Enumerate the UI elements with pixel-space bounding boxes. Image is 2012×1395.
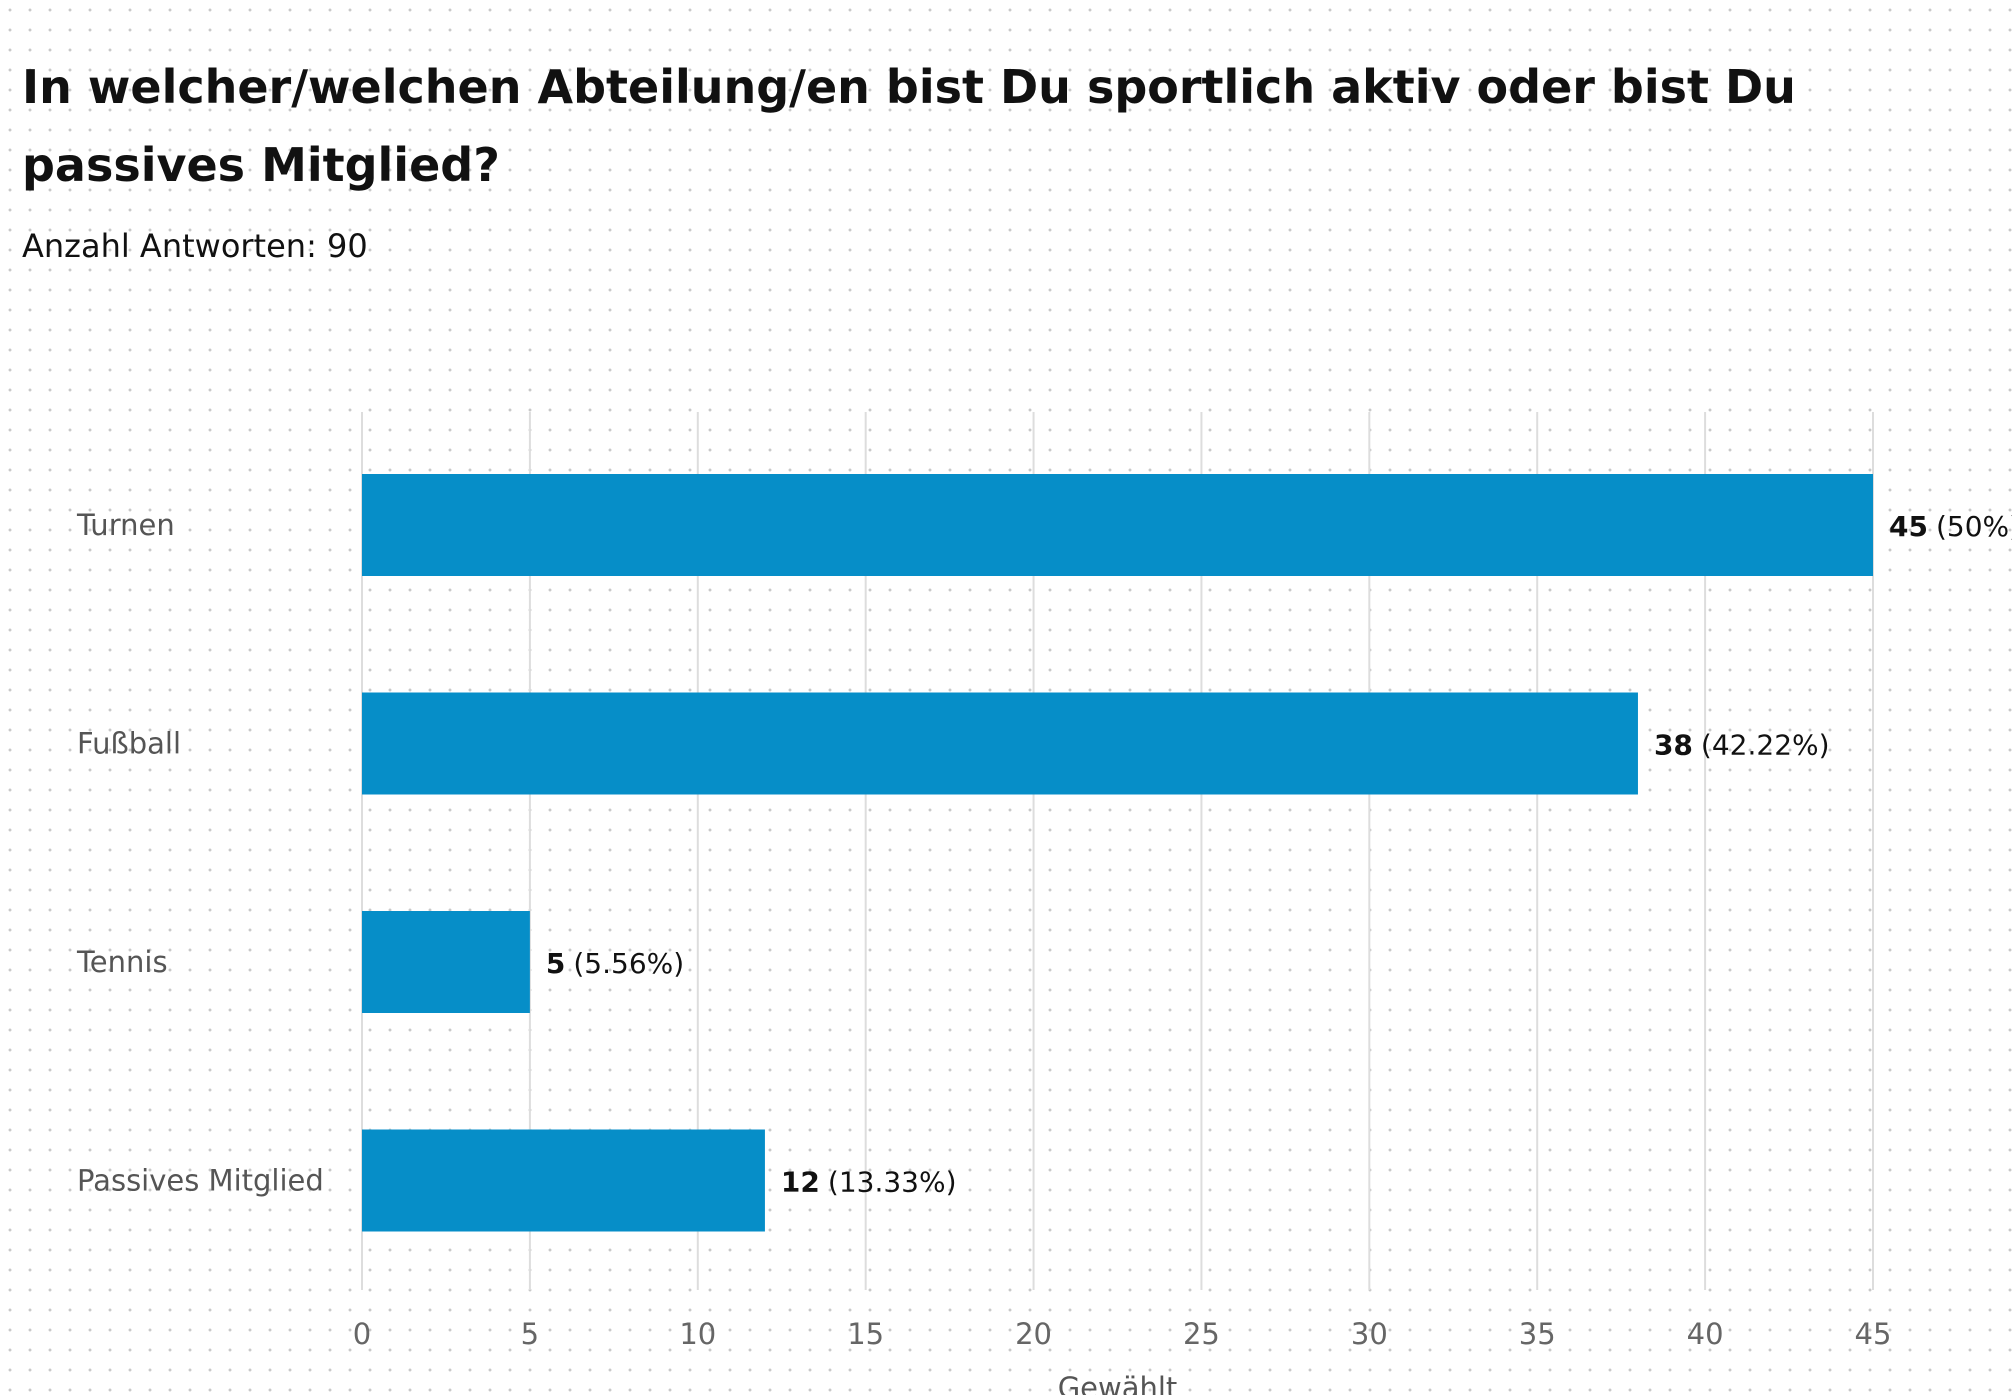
bar-tennis: [362, 911, 530, 1013]
bar-fu-ball: [362, 692, 1638, 795]
category-label: Passives Mitglied: [77, 1164, 324, 1198]
x-tick-label: 5: [521, 1317, 539, 1351]
data-label: 12 (13.33%): [781, 1166, 957, 1199]
x-axis-title: Gewählt: [1058, 1371, 1178, 1395]
x-tick-label: 25: [1183, 1317, 1220, 1351]
data-label-count: 38: [1654, 729, 1693, 762]
data-label-count: 5: [546, 947, 565, 980]
x-tick-label: 35: [1519, 1317, 1556, 1351]
x-tick-label: 20: [1015, 1317, 1052, 1351]
x-tick-label: 15: [847, 1317, 884, 1351]
x-tick-label: 0: [353, 1317, 371, 1351]
data-label: 5 (5.56%): [546, 947, 684, 980]
x-tick-label: 30: [1351, 1317, 1388, 1351]
bars: [362, 474, 1873, 1232]
bar-turnen: [362, 474, 1873, 576]
x-tick-label: 40: [1687, 1317, 1724, 1351]
chart-title: In welcher/welchen Abteilung/en bist Du …: [22, 60, 1796, 192]
data-label: 38 (42.22%): [1654, 729, 1830, 762]
data-label-count: 45: [1889, 510, 1928, 543]
category-label: Tennis: [76, 945, 168, 979]
data-label-count: 12: [781, 1166, 820, 1199]
data-label-percent: (42.22%): [1701, 729, 1830, 762]
data-label: 45 (50%): [1889, 510, 2012, 543]
category-label: Fußball: [77, 727, 181, 761]
data-label-percent: (50%): [1936, 510, 2012, 543]
response-count: Anzahl Antworten: 90: [22, 227, 368, 265]
data-label-percent: (13.33%): [828, 1166, 957, 1199]
category-label: Turnen: [76, 508, 175, 542]
x-tick-label: 10: [679, 1317, 716, 1351]
data-label-percent: (5.56%): [573, 947, 684, 980]
bar-passives-mitglied: [362, 1129, 765, 1232]
x-tick-label: 45: [1855, 1317, 1892, 1351]
